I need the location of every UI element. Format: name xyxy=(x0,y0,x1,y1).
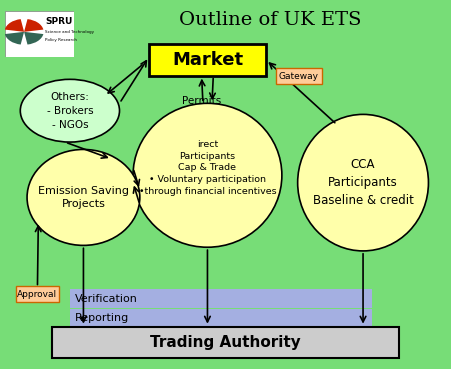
FancyBboxPatch shape xyxy=(276,68,322,84)
Text: CCA
Participants
Baseline & credit: CCA Participants Baseline & credit xyxy=(313,158,414,207)
Wedge shape xyxy=(24,32,43,45)
Text: Verification: Verification xyxy=(75,293,138,304)
FancyBboxPatch shape xyxy=(149,44,266,76)
FancyBboxPatch shape xyxy=(5,11,74,57)
Text: Approval: Approval xyxy=(18,290,57,299)
Text: Others:
- Brokers
- NGOs: Others: - Brokers - NGOs xyxy=(46,92,93,130)
Text: Market: Market xyxy=(172,51,243,69)
Text: Science and Technology: Science and Technology xyxy=(45,30,94,34)
Text: Gateway: Gateway xyxy=(279,72,319,80)
FancyBboxPatch shape xyxy=(16,286,59,302)
FancyBboxPatch shape xyxy=(52,327,399,358)
Text: irect
Participants
Cap & Trade
• Voluntary participation
•through financial ince: irect Participants Cap & Trade • Volunta… xyxy=(138,140,276,196)
Text: Policy Research: Policy Research xyxy=(45,38,77,42)
Text: Outline of UK ETS: Outline of UK ETS xyxy=(179,11,362,29)
Text: Trading Authority: Trading Authority xyxy=(150,335,301,350)
Wedge shape xyxy=(5,19,24,32)
Ellipse shape xyxy=(133,103,282,247)
Wedge shape xyxy=(24,19,43,32)
Wedge shape xyxy=(5,32,24,45)
Text: Emission Saving
Projects: Emission Saving Projects xyxy=(38,186,129,209)
Text: Reporting: Reporting xyxy=(75,313,129,323)
Ellipse shape xyxy=(298,114,428,251)
FancyBboxPatch shape xyxy=(70,289,372,308)
Ellipse shape xyxy=(20,79,120,142)
Ellipse shape xyxy=(27,149,140,245)
FancyBboxPatch shape xyxy=(70,309,372,327)
Text: Permits: Permits xyxy=(182,96,222,107)
Text: SPRU: SPRU xyxy=(45,17,73,26)
